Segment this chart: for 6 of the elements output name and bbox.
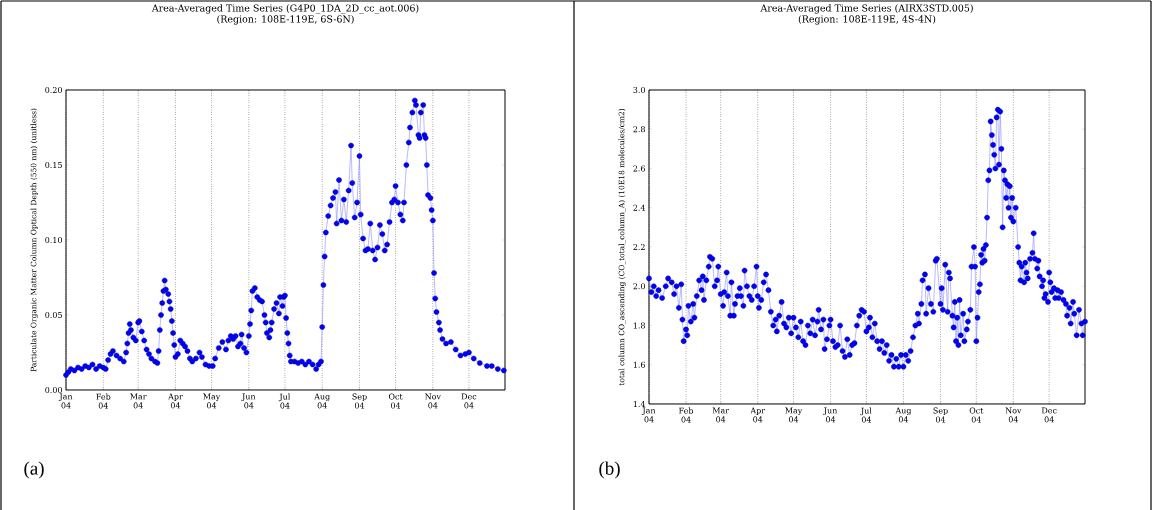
chart-title: Area-Averaged Time Series (AIRX3STD.005) bbox=[760, 4, 973, 14]
text: (a) bbox=[24, 461, 44, 479]
chart-subtitle: (Region: 108E-119E, 4S-4N) bbox=[798, 15, 936, 25]
text: (b) bbox=[599, 461, 620, 479]
chart-title: Area-Averaged Time Series (G4P0_1DA_2D_cc_aot.006) bbox=[151, 4, 419, 14]
chart-subtitle: (Region: 108E-119E, 6S-6N) bbox=[217, 15, 354, 25]
